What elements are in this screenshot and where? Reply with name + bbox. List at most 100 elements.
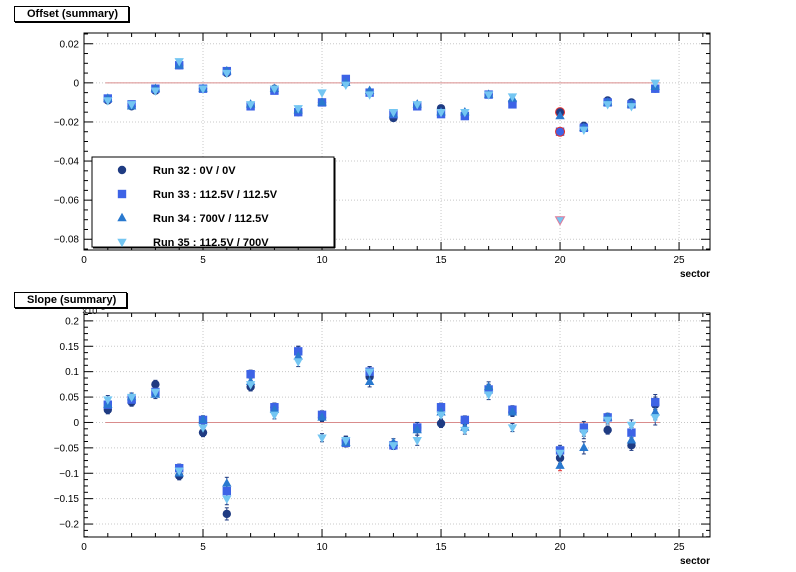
data-point xyxy=(103,396,113,405)
legend-label: Run 34 : 700V / 112.5V xyxy=(153,213,269,225)
x-tick-label: 25 xyxy=(673,255,685,266)
data-point xyxy=(579,126,589,135)
data-point xyxy=(650,414,660,423)
data-point xyxy=(483,391,494,400)
data-point xyxy=(651,397,660,407)
data-point xyxy=(222,486,232,496)
highlight-ring xyxy=(554,216,566,226)
series-35 xyxy=(103,58,660,226)
legend-label: Run 32 : 0V / 0V xyxy=(153,165,236,177)
slope-title: Slope (summary) xyxy=(14,292,128,308)
y-tick-label: 0 xyxy=(73,418,79,429)
y-tick-label: −0.02 xyxy=(54,117,80,128)
plot-frame xyxy=(83,312,711,538)
series-35 xyxy=(103,358,660,504)
legend-marker xyxy=(117,238,127,248)
x-tick-label: 20 xyxy=(554,255,566,266)
data-point xyxy=(150,388,161,398)
data-point xyxy=(341,437,351,446)
y-exponent-power: −3 xyxy=(97,305,105,312)
x-axis-title: sector xyxy=(680,556,710,567)
data-point xyxy=(602,416,613,426)
data-point xyxy=(555,449,565,459)
data-point xyxy=(293,105,303,114)
data-point xyxy=(126,393,137,403)
x-tick-label: 15 xyxy=(435,255,447,266)
y-tick-label: −0.06 xyxy=(54,196,80,207)
data-point xyxy=(317,97,327,106)
series-32 xyxy=(103,61,660,131)
series-34 xyxy=(103,60,660,132)
series-32 xyxy=(103,347,660,519)
highlight-ring xyxy=(555,126,566,137)
data-point xyxy=(436,411,446,421)
data-point xyxy=(222,495,232,504)
data-point xyxy=(269,85,280,94)
data-point xyxy=(555,460,565,469)
offset-title: Offset (summary) xyxy=(14,6,130,22)
data-point xyxy=(174,467,184,476)
legend: Run 32 : 0V / 0V Run 33 : 112.5V / 112.5V… xyxy=(91,156,336,249)
data-point xyxy=(364,91,375,100)
data-point xyxy=(222,509,232,519)
data-point xyxy=(103,97,113,106)
data-point xyxy=(602,101,613,110)
data-point xyxy=(126,101,137,110)
y-tick-label: −0.1 xyxy=(59,469,79,480)
x-tick-label: 0 xyxy=(81,542,87,553)
series-33 xyxy=(103,61,660,137)
legend-label: Run 33 : 112.5V / 112.5V xyxy=(153,189,278,201)
data-point xyxy=(388,442,399,451)
data-point xyxy=(579,442,589,452)
data-point xyxy=(460,108,470,118)
data-point xyxy=(412,437,422,446)
data-point xyxy=(293,358,303,367)
data-point xyxy=(483,381,494,391)
data-point xyxy=(508,100,517,109)
data-point xyxy=(626,435,637,444)
data-point xyxy=(198,414,208,424)
data-point xyxy=(388,108,399,118)
data-point xyxy=(555,127,565,136)
data-point xyxy=(364,368,375,377)
legend-marker xyxy=(117,189,127,199)
data-point xyxy=(507,93,518,102)
data-point xyxy=(507,407,518,416)
data-point xyxy=(650,79,660,89)
data-point xyxy=(341,81,351,91)
y-tick-label: 0.02 xyxy=(60,39,80,50)
data-point xyxy=(317,412,327,421)
data-point xyxy=(460,415,470,425)
y-tick-label: −0.15 xyxy=(54,494,80,505)
y-tick-label: 0.05 xyxy=(60,393,80,404)
legend-marker xyxy=(117,165,127,175)
y-tick-label: −0.2 xyxy=(59,520,79,531)
data-point xyxy=(650,407,660,416)
x-axis-title: sector xyxy=(680,269,710,280)
x-tick-label: 5 xyxy=(200,255,206,266)
data-point xyxy=(174,58,184,67)
slope-panel: 0 5 10 15 20 25 0.2 0.15 0.1 0.05 0 −0.05 −0.1 −0.15 −… xyxy=(54,305,711,567)
data-point xyxy=(460,426,470,436)
data-point xyxy=(436,108,446,118)
data-point xyxy=(246,370,255,379)
data-point xyxy=(245,101,256,110)
data-point xyxy=(198,424,208,433)
y-tick-label: 0.15 xyxy=(60,342,80,353)
y-tick-label: 0 xyxy=(73,78,79,89)
x-tick-label: 15 xyxy=(435,542,447,553)
x-tick-label: 25 xyxy=(673,542,685,553)
data-point xyxy=(555,110,565,120)
y-exponent-label: ×10 xyxy=(82,306,97,316)
data-point xyxy=(507,424,518,433)
data-point xyxy=(317,89,327,98)
data-point xyxy=(627,428,636,437)
data-point xyxy=(579,429,589,438)
data-point xyxy=(151,380,160,389)
data-point xyxy=(436,419,446,428)
x-tick-label: 20 xyxy=(554,542,566,553)
data-point xyxy=(412,101,422,110)
x-tick-label: 10 xyxy=(316,542,328,553)
data-point xyxy=(245,381,256,390)
